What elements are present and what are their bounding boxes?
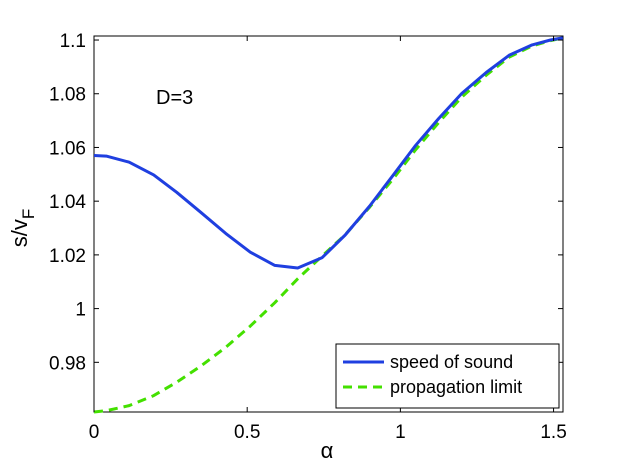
series-line-speed-of-sound bbox=[94, 36, 563, 270]
annotation-d3: D=3 bbox=[156, 87, 193, 109]
y-tick-label: 0.98 bbox=[49, 353, 86, 374]
ticks-group: 0 0.5 1 1.5 0.98 1 1.02 1.04 1.06 1.08 1.1 bbox=[49, 31, 567, 443]
legend-box bbox=[335, 343, 560, 409]
x-tick-label: 0.5 bbox=[234, 422, 260, 443]
x-tick-label: 1 bbox=[395, 422, 406, 443]
y-axis-label: s/vF bbox=[7, 209, 38, 248]
series-line-propagation-limit bbox=[94, 36, 563, 414]
y-tick-label: 1 bbox=[75, 300, 86, 321]
legend-label-speed-of-sound: speed of sound bbox=[390, 352, 513, 372]
y-tick-label: 1.08 bbox=[49, 85, 86, 106]
x-tick-label: 1.5 bbox=[540, 422, 566, 443]
series-group bbox=[94, 36, 563, 414]
y-axis-label-subscript: F bbox=[19, 209, 38, 219]
y-axis-label-main: s/v bbox=[7, 219, 32, 247]
legend-label-propagation-limit: propagation limit bbox=[390, 377, 522, 397]
y-tick-label: 1.06 bbox=[49, 138, 86, 159]
x-tick-label: 0 bbox=[89, 422, 100, 443]
legend: speed of sound propagation limit bbox=[335, 343, 560, 409]
x-axis-label: α bbox=[321, 438, 334, 463]
y-tick-label: 1.1 bbox=[60, 31, 86, 52]
y-tick-label: 1.02 bbox=[49, 246, 86, 267]
y-tick-label: 1.04 bbox=[49, 192, 86, 213]
